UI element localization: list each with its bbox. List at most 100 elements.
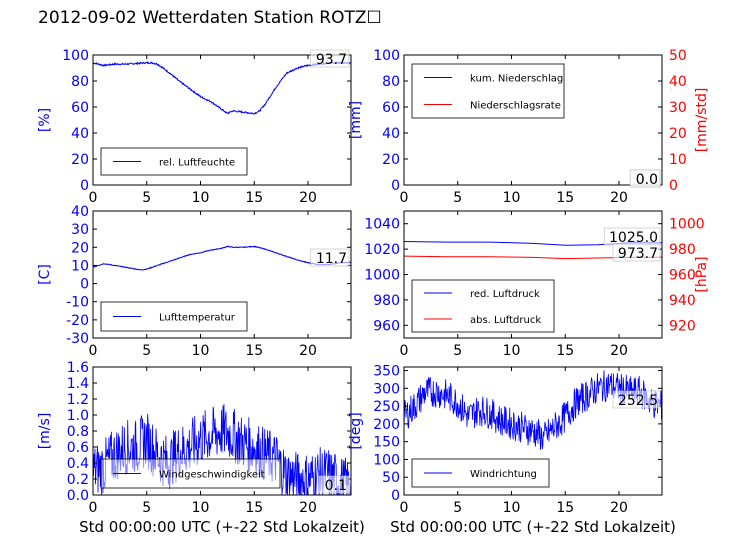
precipitation-ytick-label: 0 [391, 178, 400, 194]
temperature-ytick-label: 40 [71, 204, 89, 220]
winddirection-axes-frame [403, 366, 663, 496]
pressure-y2tick-label: 1000 [669, 217, 705, 233]
pressure-legend-label-0: red. Luftdruck [470, 289, 540, 300]
pressure-xtick-label: 0 [400, 343, 409, 359]
precipitation-y2tick-label: 50 [669, 48, 687, 64]
humidity-value-label: 93.7 [316, 52, 347, 68]
pressure-legend [411, 279, 555, 333]
windspeed-xtick-label: 20 [299, 500, 317, 516]
windspeed-ylabel: [m/s] [37, 413, 53, 450]
temperature-ytick-label: 30 [71, 222, 89, 238]
windspeed-ytick-label: 0.8 [67, 424, 89, 440]
temperature-xtick-label: 5 [142, 343, 151, 359]
windspeed-legend-label-0: Windgeschwindigkeit [159, 470, 265, 481]
winddirection-series-line-0 [404, 370, 662, 451]
windspeed-legend [100, 458, 281, 489]
windspeed-ytick-label: 0.6 [67, 440, 89, 456]
precipitation-value-label-2-box [629, 169, 661, 188]
windspeed-ytick-label: 0.0 [67, 488, 89, 504]
temperature-ytick-label: 20 [71, 240, 89, 256]
pressure-y2tick-label: 960 [669, 268, 696, 284]
pressure-xtick-label: 10 [503, 343, 521, 359]
precipitation-y2tick-label: 40 [669, 74, 687, 90]
precipitation-y2tick-label: 10 [669, 152, 687, 168]
pressure-ytick-label: 960 [373, 318, 400, 334]
temperature-value-label: 11.7 [316, 251, 347, 267]
windspeed-ytick-label: 1.6 [67, 360, 89, 376]
temperature-ylabel: [C] [37, 264, 53, 285]
precipitation-ytick-label: 100 [373, 48, 400, 64]
pressure-ytick-label: 1000 [364, 268, 400, 284]
precipitation-ytick-label: 60 [382, 100, 400, 116]
humidity-xtick-label: 20 [299, 190, 317, 206]
winddirection-ytick-label: 150 [373, 435, 400, 451]
temperature-series-line-0 [93, 245, 351, 271]
pressure-value-label-2-box [612, 243, 661, 262]
winddirection-ytick-label: 50 [382, 470, 400, 486]
windspeed-xtick-label: 0 [89, 500, 98, 516]
humidity-ylabel: [%] [37, 108, 53, 132]
winddirection-ytick-label: 300 [373, 381, 400, 397]
winddirection-legend-label-0: Windrichtung [470, 469, 537, 480]
humidity-ytick-label: 80 [71, 74, 89, 90]
precipitation-xtick-label: 0 [400, 190, 409, 206]
winddirection-xtick-label: 10 [503, 500, 521, 516]
temperature-ytick-label: -20 [66, 313, 89, 329]
precipitation-y2tick-label: 20 [669, 126, 687, 142]
windspeed-ytick-label: 1.2 [67, 392, 89, 408]
temperature-xtick-label: 20 [299, 343, 317, 359]
winddirection-ylabel: [deg] [348, 412, 364, 449]
winddirection-ytick-label: 250 [373, 399, 400, 415]
precipitation-legend-label-1: Niederschlagsrate [470, 101, 561, 112]
pressure-xtick-label: 5 [453, 343, 462, 359]
pressure-xtick-label: 15 [556, 343, 574, 359]
precipitation-y2tick-label: 30 [669, 100, 687, 116]
humidity-xtick-label: 10 [192, 190, 210, 206]
temperature-ytick-label: -10 [66, 295, 89, 311]
humidity-xtick-label: 0 [89, 190, 98, 206]
windspeed-ytick-label: 1.4 [67, 376, 89, 392]
temperature-legend-label-0: Lufttemperatur [159, 313, 236, 324]
winddirection-value-label-box [612, 390, 661, 409]
humidity-series-line-0 [93, 61, 351, 115]
precipitation-axes-frame [403, 54, 663, 186]
windspeed-series-line-0 [93, 404, 351, 495]
pressure-ytick-label: 1040 [364, 217, 400, 233]
pressure-y2tick-label: 940 [669, 293, 696, 309]
temperature-ytick-label: 0 [80, 277, 89, 293]
winddirection-ytick-label: 350 [373, 364, 400, 380]
precipitation-xtick-label: 5 [453, 190, 462, 206]
precipitation-xtick-label: 15 [556, 190, 574, 206]
humidity-ytick-label: 20 [71, 152, 89, 168]
winddirection-xlabel: Std 00:00:00 UTC (+-22 Std Lokalzeit) [390, 518, 676, 536]
precipitation-value-label-2: 0.0 [636, 172, 658, 188]
winddirection-value-label: 252.5 [618, 393, 658, 409]
pressure-y2tick-label: 980 [669, 242, 696, 258]
precipitation-legend [411, 63, 565, 119]
pressure-ytick-label: 1020 [364, 242, 400, 258]
humidity-axes-frame [92, 54, 352, 186]
humidity-ytick-label: 100 [62, 48, 89, 64]
windspeed-ytick-label: 0.2 [67, 472, 89, 488]
precipitation-ytick-label: 20 [382, 152, 400, 168]
winddirection-ytick-label: 100 [373, 452, 400, 468]
humidity-legend-label-0: rel. Luftfeuchte [159, 158, 235, 169]
windspeed-xtick-label: 5 [142, 500, 151, 516]
winddirection-ytick-label: 0 [391, 488, 400, 504]
precipitation-xtick-label: 20 [610, 190, 628, 206]
winddirection-xtick-label: 15 [556, 500, 574, 516]
pressure-y2tick-label: 920 [669, 318, 696, 334]
winddirection-ytick-label: 200 [373, 417, 400, 433]
winddirection-xtick-label: 5 [453, 500, 462, 516]
humidity-value-label-box [310, 49, 350, 68]
windspeed-value-label-box [318, 475, 350, 494]
figure-title: 2012-09-02 Wetterdaten Station ROTZ☐ [38, 8, 382, 28]
windspeed-ytick-label: 1.0 [67, 408, 89, 424]
temperature-xtick-label: 0 [89, 343, 98, 359]
temperature-xtick-label: 10 [192, 343, 210, 359]
pressure-ytick-label: 980 [373, 293, 400, 309]
windspeed-ytick-label: 0.4 [67, 456, 89, 472]
temperature-xtick-label: 15 [245, 343, 263, 359]
temperature-value-label-box [310, 248, 350, 267]
